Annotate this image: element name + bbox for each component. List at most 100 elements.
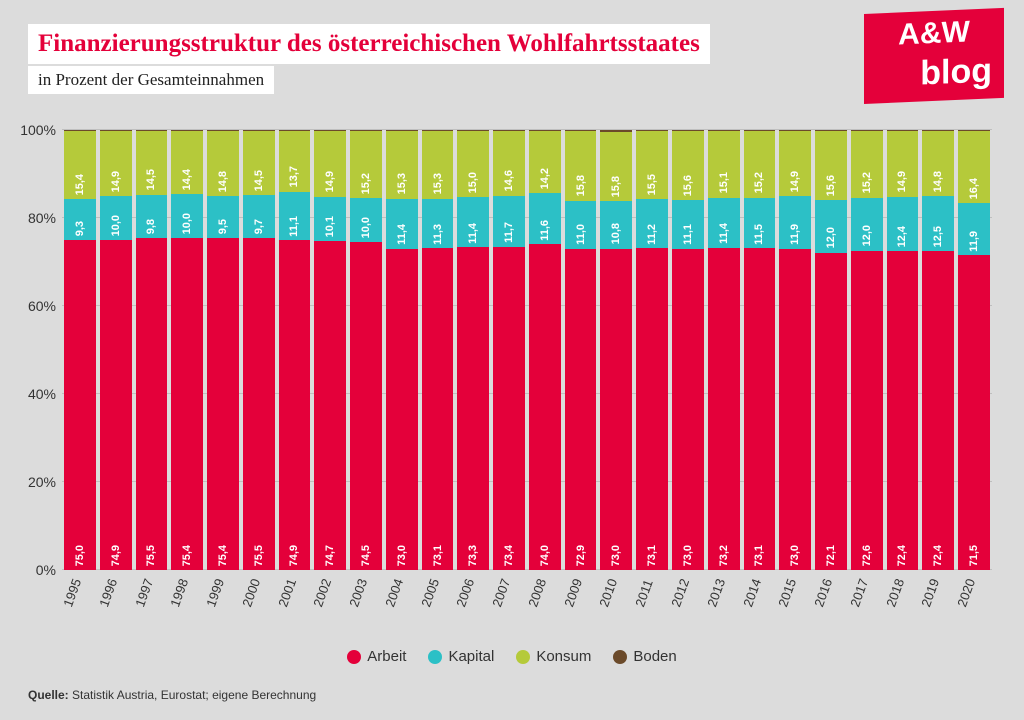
legend-item: Konsum: [516, 648, 591, 665]
bar-segment-kapital: 10,8: [600, 201, 632, 249]
bar-value-label: 9,3: [74, 217, 86, 240]
bar-segment-kapital: 9,8: [136, 195, 168, 238]
bar-value-label: 75,0: [74, 541, 86, 570]
bar-column: 72,112,015,6: [815, 130, 847, 570]
bar-segment-konsum: 14,9: [100, 131, 132, 197]
x-tick-label: 1995: [58, 572, 102, 620]
bar-column: 72,9 11,015,8: [565, 130, 597, 570]
y-tick: 100%: [20, 122, 56, 138]
bar-column: 73,1 11,5 15,2: [744, 130, 776, 570]
bar-value-label: 11,4: [718, 219, 730, 248]
aw-blog-logo: A&W blog: [864, 14, 1004, 109]
legend-dot-icon: [613, 650, 627, 664]
bar-segment-kapital: 11,9: [958, 203, 990, 255]
bar-value-label: 11,9: [968, 227, 980, 256]
bar-value-label: 73,1: [753, 541, 765, 570]
legend: ArbeitKapitalKonsumBoden: [0, 648, 1024, 665]
bar-segment-kapital: 9,5: [207, 196, 239, 238]
bar-segment-konsum: 14,2: [529, 131, 561, 193]
bar-segment-kapital: 11,1: [279, 192, 311, 241]
bar-segment-arbeit: 73,0: [779, 249, 811, 570]
bar-segment-konsum: 15,0: [457, 131, 489, 197]
title-box: Finanzierungsstruktur des österreichisch…: [28, 24, 710, 64]
bar-segment-kapital: 11,1: [672, 200, 704, 249]
bar-segment-kapital: 11,5: [744, 198, 776, 249]
bar-value-label: 15,2: [360, 169, 372, 198]
bar-segment-arbeit: 71,5: [958, 255, 990, 570]
bar-segment-konsum: 15,3: [422, 131, 454, 198]
chart-subtitle: in Prozent der Gesamteinnahmen: [38, 70, 264, 90]
bar-segment-konsum: 16,4: [958, 131, 990, 203]
bar-segment-konsum: 14,8: [207, 131, 239, 196]
bar-segment-arbeit: 73,0: [600, 249, 632, 570]
bar-value-label: 11,2: [646, 220, 658, 249]
bar-segment-kapital: 12,4: [887, 197, 919, 252]
bar-column: 73,211,415,1: [708, 130, 740, 570]
legend-dot-icon: [428, 650, 442, 664]
bar-segment-arbeit: 72,9: [565, 249, 597, 570]
bar-segment-arbeit: 72,6: [851, 251, 883, 570]
bar-segment-konsum: 14,9: [887, 131, 919, 197]
bar-value-label: 15,6: [682, 171, 694, 200]
bar-segment-kapital: 12,0: [851, 198, 883, 251]
bar-value-label: 11,4: [467, 219, 479, 248]
bar-segment-kapital: 11,0: [565, 201, 597, 249]
bar-value-label: 71,5: [968, 541, 980, 570]
bar-segment-arbeit: 72,4: [887, 251, 919, 570]
bar-column: 74,710,114,9: [314, 130, 346, 570]
bar-column: 75,59,714,5: [243, 130, 275, 570]
bar-value-label: 10,8: [610, 219, 622, 248]
bar-segment-arbeit: 75,5: [136, 238, 168, 570]
y-tick: 0%: [36, 562, 56, 578]
header: Finanzierungsstruktur des österreichisch…: [28, 24, 996, 94]
bar-segment-kapital: 11,3: [422, 199, 454, 249]
source-text: Statistik Austria, Eurostat; eigene Bere…: [69, 688, 316, 702]
bar-segment-konsum: 15,2: [744, 131, 776, 198]
bar-value-label: 73,1: [432, 541, 444, 570]
x-axis-labels: 1995199619971998199920002001200220032004…: [62, 576, 992, 616]
bar-column: 75,59,814,5: [136, 130, 168, 570]
bar-segment-arbeit: 73,1: [422, 248, 454, 570]
bar-value-label: 15,0: [467, 168, 479, 197]
y-tick: 20%: [28, 474, 56, 490]
bar-column: 73,011,415,3: [386, 130, 418, 570]
bar-segment-kapital: 11,7: [493, 196, 525, 247]
x-tick-label: 1998: [165, 572, 209, 620]
bar-value-label: 11,1: [288, 212, 300, 241]
x-tick-label: 2002: [308, 572, 352, 620]
source-label: Quelle:: [28, 688, 69, 702]
bar-segment-arbeit: 72,1: [815, 253, 847, 570]
bar-segment-kapital: 11,2: [636, 199, 668, 248]
subtitle-box: in Prozent der Gesamteinnahmen: [28, 66, 274, 94]
x-tick-label: 1997: [130, 572, 174, 620]
bar-segment-arbeit: 73,0: [386, 249, 418, 570]
bar-segment-kapital: 9,7: [243, 195, 275, 238]
bar-value-label: 11,9: [789, 220, 801, 249]
bar-segment-kapital: 11,6: [529, 193, 561, 244]
bar-segment-konsum: 15,8: [565, 131, 597, 201]
bar-segment-konsum: 14,8: [922, 131, 954, 196]
bar-segment-konsum: 15,5: [636, 131, 668, 199]
bar-segment-kapital: 10,1: [314, 197, 346, 241]
y-tick: 80%: [28, 210, 56, 226]
bar-value-label: 74,7: [324, 541, 336, 570]
bar-value-label: 15,6: [825, 171, 837, 200]
bar-value-label: 14,9: [789, 167, 801, 196]
bar-segment-arbeit: 75,4: [171, 238, 203, 570]
bar-column: 72,412,414,9: [887, 130, 919, 570]
bar-value-label: 73,2: [718, 541, 730, 570]
bar-value-label: 72,9: [575, 541, 587, 570]
bar-value-label: 73,0: [610, 541, 622, 570]
bar-value-label: 11,5: [753, 220, 765, 249]
x-tick-label: 1999: [201, 572, 245, 620]
bar-value-label: 73,0: [789, 541, 801, 570]
x-tick-label: 2004: [380, 572, 424, 620]
bar-value-label: 15,2: [861, 168, 873, 197]
bar-segment-arbeit: 73,3: [457, 247, 489, 570]
bar-value-label: 9,8: [145, 215, 157, 238]
x-tick-label: 2014: [738, 572, 782, 620]
bar-segment-konsum: 14,9: [779, 131, 811, 197]
bar-segment-konsum: 14,4: [171, 131, 203, 194]
legend-label: Konsum: [536, 648, 591, 665]
bar-value-label: 73,4: [503, 541, 515, 570]
